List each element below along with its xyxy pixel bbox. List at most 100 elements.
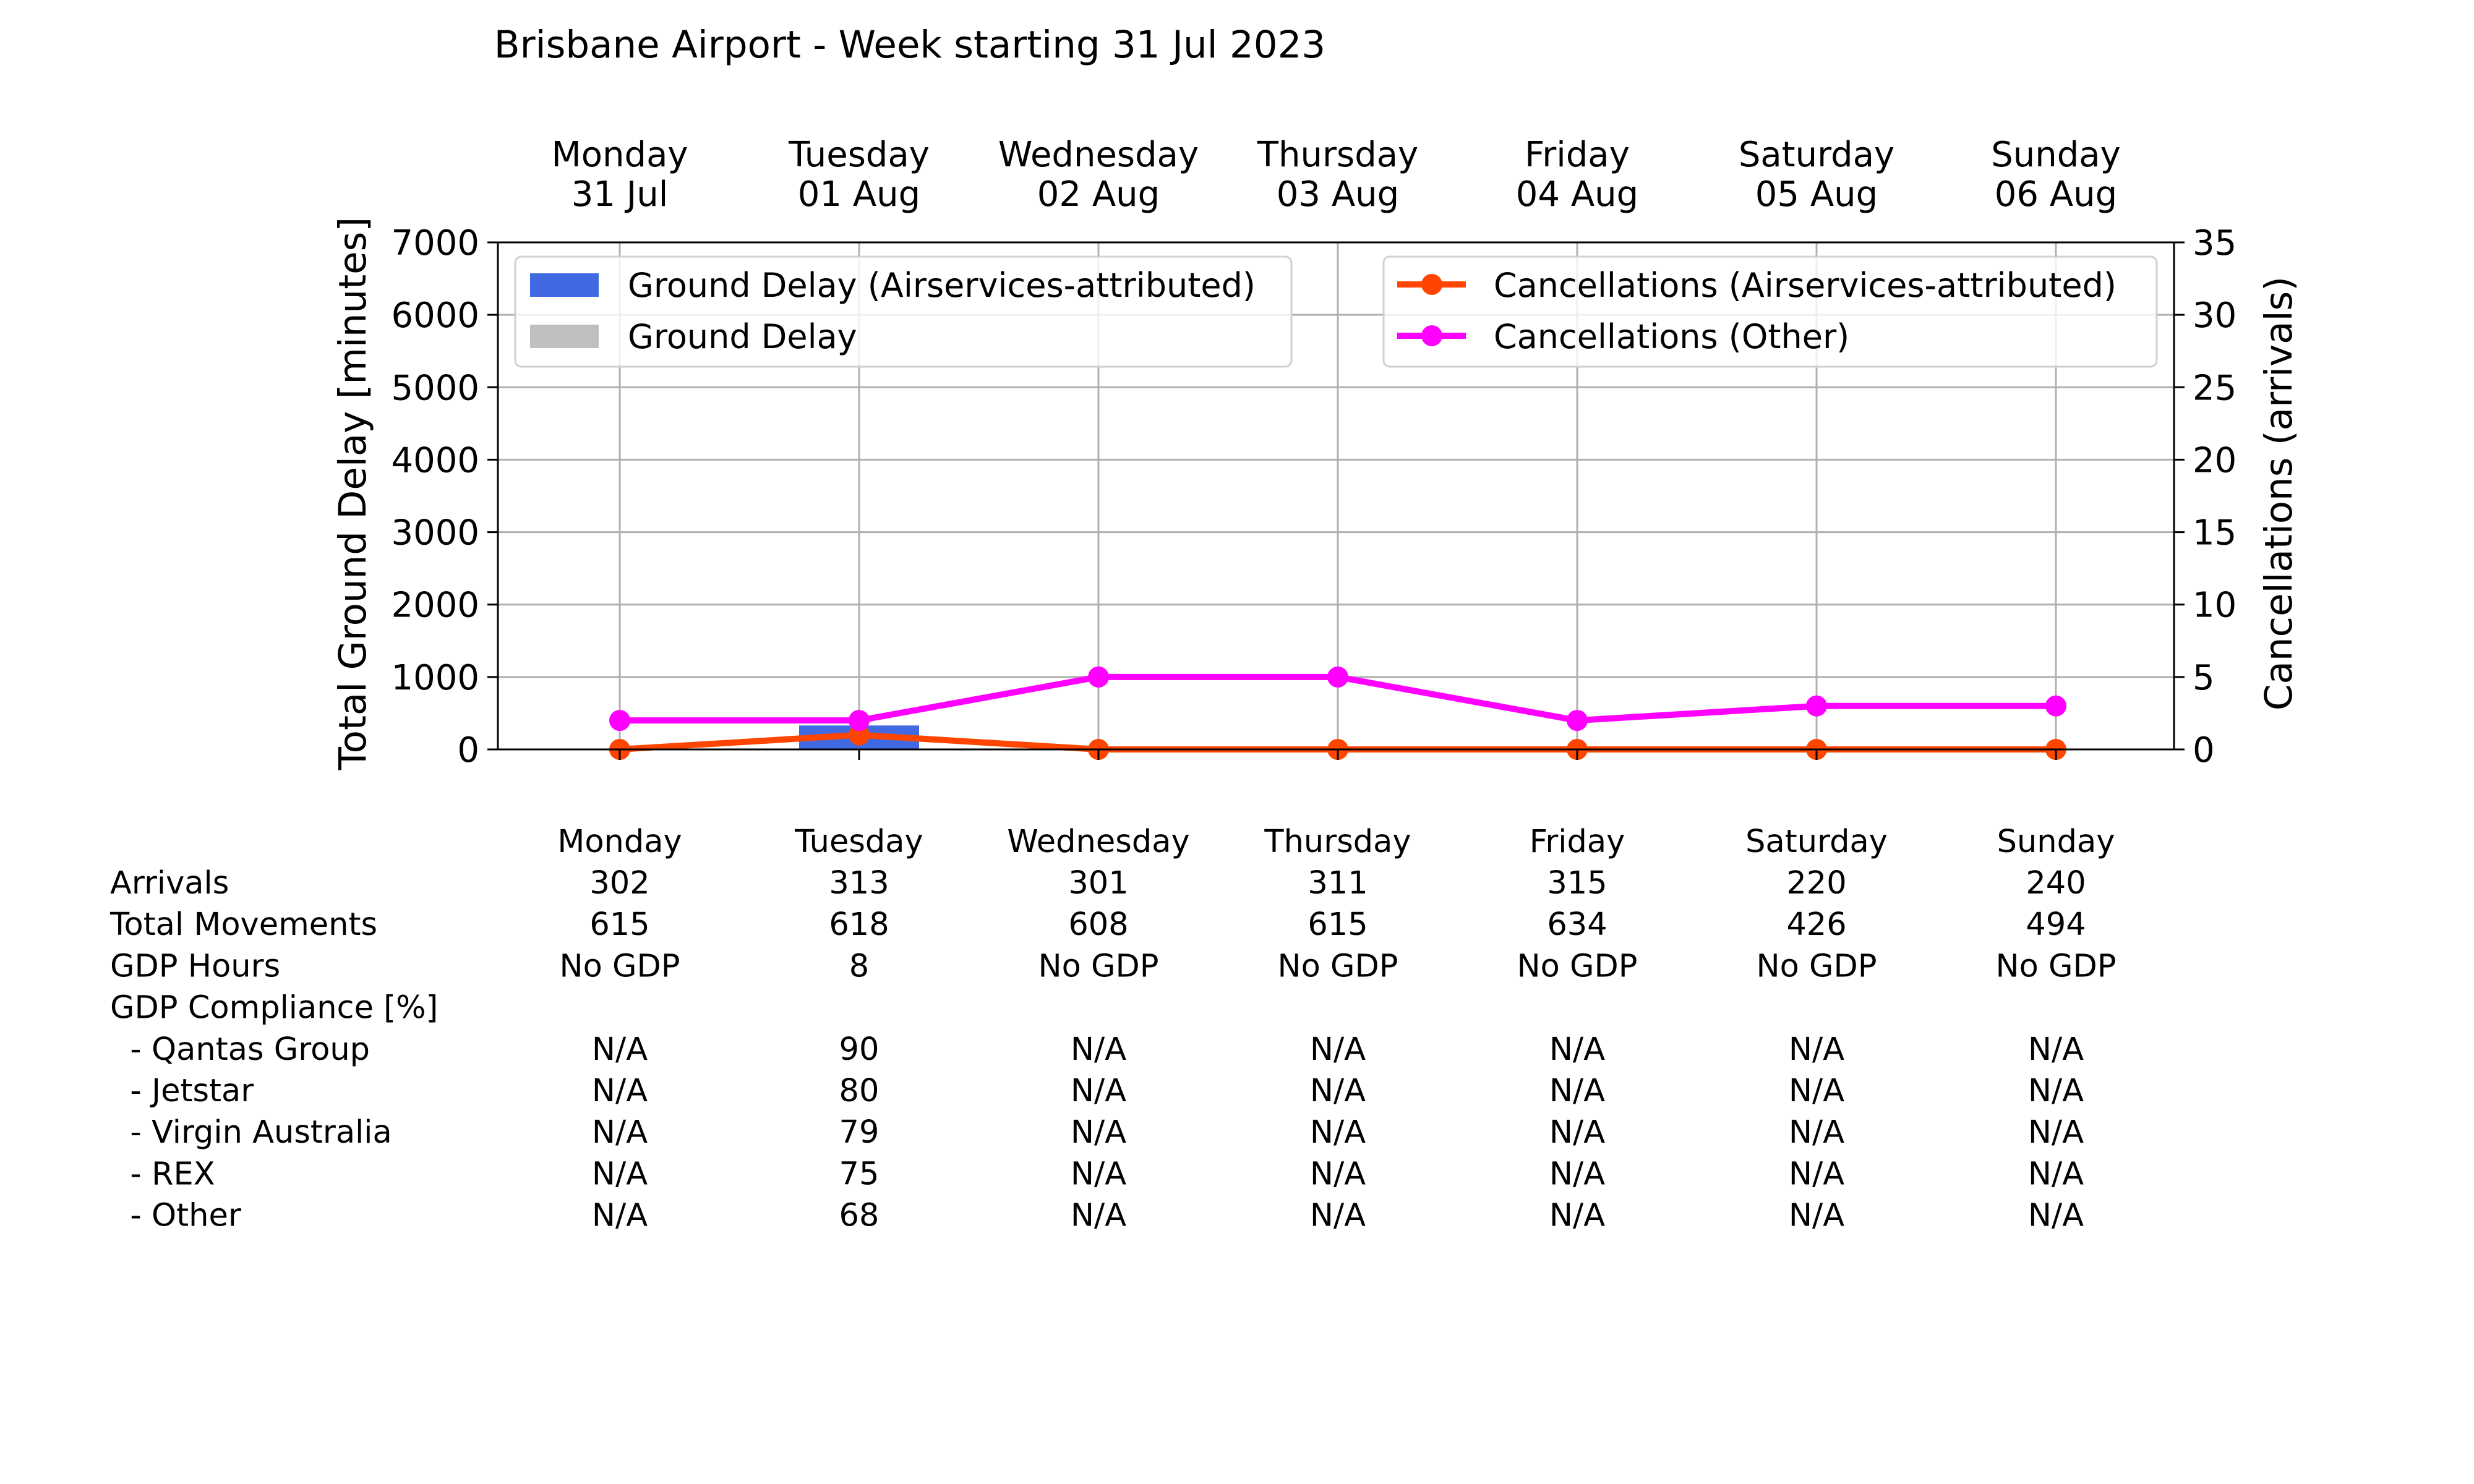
table-cell: 426: [1786, 906, 1846, 943]
legend-box: [1382, 255, 2158, 368]
y-tick-label-right: 20: [2193, 440, 2236, 480]
y-tick-label-right: 35: [2193, 223, 2236, 263]
y-tick-label-right: 15: [2193, 513, 2236, 553]
table-cell: 90: [839, 1031, 880, 1068]
point-cancellations-other: [1327, 666, 1348, 688]
point-cancellations-other: [2045, 695, 2066, 717]
y-axis-label-left: Total Ground Delay [minutes]: [331, 217, 375, 770]
table-header-cell: Saturday: [1745, 824, 1888, 860]
legend-label: Cancellations (Airservices-attributed): [1494, 266, 2117, 305]
y-tick-label-right: 0: [2193, 730, 2215, 770]
table-header-cell: Sunday: [1997, 824, 2115, 860]
y-tick-label-left: 1000: [391, 658, 479, 698]
table-cell: N/A: [2028, 1156, 2084, 1192]
point-cancellations-airservices: [849, 724, 870, 746]
table-row-label: GDP Compliance [%]: [110, 990, 438, 1026]
day-header-name: Thursday: [1257, 135, 1418, 175]
y-tick-label-left: 0: [457, 730, 479, 770]
table-cell: N/A: [1549, 1031, 1605, 1068]
table-cell: N/A: [1549, 1114, 1605, 1151]
day-header-date: 05 Aug: [1755, 174, 1878, 215]
legend-label: Ground Delay: [628, 317, 857, 356]
day-header-date: 04 Aug: [1516, 174, 1638, 215]
legend-box: [514, 255, 1293, 368]
table-cell: N/A: [592, 1198, 648, 1234]
table-row-label: - REX: [110, 1156, 215, 1192]
table-cell: No GDP: [559, 948, 680, 984]
table-cell: 302: [589, 865, 649, 902]
table-row-label: - Virgin Australia: [110, 1114, 392, 1151]
day-header-date: 06 Aug: [1995, 174, 2117, 215]
point-cancellations-other: [1088, 666, 1109, 688]
table-cell: N/A: [1071, 1114, 1126, 1151]
table-cell: N/A: [1310, 1073, 1366, 1109]
plot-frame: [497, 241, 2175, 751]
table-cell: 615: [589, 906, 649, 943]
table-cell: No GDP: [1038, 948, 1158, 984]
day-header-date: 03 Aug: [1277, 174, 1399, 215]
legend-marker: [1421, 274, 1442, 295]
table-cell: N/A: [1310, 1156, 1366, 1192]
day-header-name: Monday: [551, 135, 688, 175]
table-cell: 608: [1068, 906, 1128, 943]
table-cell: N/A: [1310, 1031, 1366, 1068]
legend-swatch: [530, 273, 599, 297]
table-cell: N/A: [1549, 1198, 1605, 1234]
y-tick-label-left: 7000: [391, 223, 479, 263]
table-cell: No GDP: [1995, 948, 2116, 984]
y-axis-label-right: Cancellations (arrivals): [2257, 276, 2301, 710]
table-cell: N/A: [2028, 1031, 2084, 1068]
daily-stats-table: Monday Tuesday Wednesday Thursday Friday Satu…: [109, 824, 2117, 1234]
y-tick-label-right: 25: [2193, 368, 2236, 408]
legend-cancellations: Cancellations (Airservices-attributed) Ca…: [1382, 255, 2158, 368]
y-tick-label-left: 6000: [391, 296, 479, 336]
chart-title: Brisbane Airport - Week starting 31 Jul …: [494, 23, 1325, 67]
table-row-label: - Qantas Group: [110, 1031, 370, 1068]
table-cell: N/A: [1789, 1114, 1844, 1151]
table-cell: 615: [1308, 906, 1368, 943]
table-cell: 75: [839, 1156, 880, 1192]
table-header-cell: Tuesday: [794, 824, 923, 860]
table-cell: 301: [1068, 865, 1128, 902]
table-cell: N/A: [1549, 1156, 1605, 1192]
legend-label: Ground Delay (Airservices-attributed): [628, 266, 1256, 305]
table-cell: 220: [1786, 865, 1846, 902]
table-cell: N/A: [1310, 1114, 1366, 1151]
point-cancellations-other: [609, 710, 630, 731]
table-cell: N/A: [2028, 1073, 2084, 1109]
table-cell: 240: [2026, 865, 2086, 902]
table-header-cell: Wednesday: [1007, 824, 1189, 860]
y-tick-label-left: 2000: [391, 586, 479, 626]
day-header-date: 02 Aug: [1037, 174, 1160, 215]
y-tick-label-left: 3000: [391, 513, 479, 553]
y-tick-label-right: 10: [2193, 586, 2236, 626]
point-cancellations-other: [1567, 710, 1588, 731]
point-cancellations-other: [1806, 695, 1827, 717]
legend-marker: [1421, 325, 1442, 346]
day-header-name: Tuesday: [788, 135, 930, 175]
table-header-cell: Thursday: [1264, 824, 1411, 860]
table-cell: N/A: [592, 1073, 648, 1109]
table-header-cell: Monday: [557, 824, 682, 860]
table-cell: N/A: [1071, 1073, 1126, 1109]
table-cell: N/A: [1789, 1073, 1844, 1109]
table-cell: No GDP: [1517, 948, 1637, 984]
table-cell: 79: [839, 1114, 880, 1151]
y-tick-label-right: 5: [2193, 658, 2215, 698]
table-row-label: GDP Hours: [110, 948, 280, 984]
table-cell: N/A: [1071, 1031, 1126, 1068]
table-cell: No GDP: [1756, 948, 1877, 984]
day-header-name: Friday: [1525, 135, 1630, 175]
table-cell: N/A: [2028, 1198, 2084, 1234]
table-cell: N/A: [592, 1031, 648, 1068]
table-row-label: - Jetstar: [110, 1073, 254, 1109]
table-cell: N/A: [1071, 1198, 1126, 1234]
table-cell: 634: [1547, 906, 1607, 943]
day-header-date: 31 Jul: [571, 174, 669, 215]
table-cell: N/A: [1071, 1156, 1126, 1192]
day-header-name: Sunday: [1991, 135, 2121, 175]
point-cancellations-other: [849, 710, 870, 731]
table-cell: N/A: [592, 1156, 648, 1192]
table-cell: N/A: [1310, 1198, 1366, 1234]
